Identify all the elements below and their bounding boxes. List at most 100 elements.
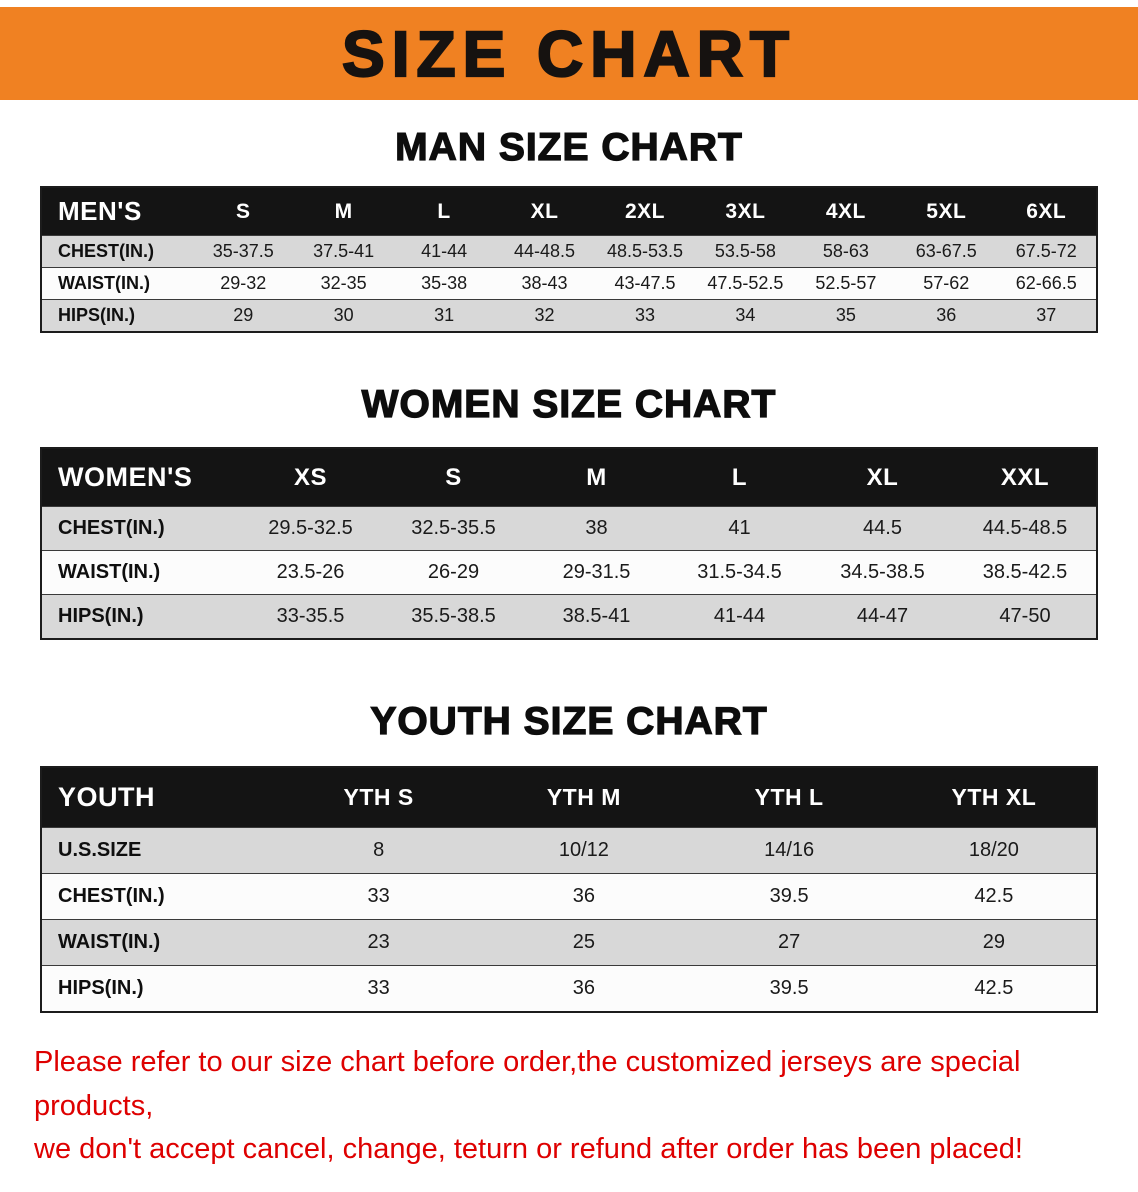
size-value-cell: 32-35 bbox=[320, 273, 367, 293]
size-column-header: XXL bbox=[954, 448, 1097, 507]
man-size-chart-section: MAN SIZE CHART MEN'S S M L XL 2XL 3XL 4XL 5XL 6XL… bbox=[0, 125, 1138, 333]
row-label: WAIST(IN.) bbox=[58, 561, 161, 583]
size-value-cell: 35 bbox=[835, 305, 856, 325]
size-column-header: L bbox=[393, 187, 495, 236]
size-value-cell: 38-43 bbox=[521, 273, 568, 293]
size-value-cell: 38.5-41 bbox=[562, 605, 631, 627]
size-value-cell: 33 bbox=[367, 885, 390, 907]
man-size-chart-heading: MAN SIZE CHART bbox=[395, 125, 743, 169]
disclaimer-line-2: we don't accept cancel, change, teturn o… bbox=[34, 1133, 1023, 1165]
size-value-cell: 57-62 bbox=[923, 273, 970, 293]
size-value-cell: 44.5-48.5 bbox=[982, 517, 1068, 539]
size-column-header: YTH M bbox=[481, 767, 687, 828]
row-label: CHEST(IN.) bbox=[58, 517, 165, 539]
table-category-header: WOMEN'S bbox=[41, 448, 239, 507]
women-size-chart-section: WOMEN SIZE CHART WOMEN'S XS S M L XL XXL CHEST(… bbox=[0, 382, 1138, 640]
table-row: WAIST(IN.) 29-32 32-35 35-38 38-43 43-47.5 47.… bbox=[41, 267, 1097, 300]
size-value-cell: 36 bbox=[572, 977, 595, 999]
size-value-cell: 37.5-41 bbox=[313, 241, 375, 261]
row-label: HIPS(IN.) bbox=[58, 305, 136, 325]
size-column-header: S bbox=[382, 448, 525, 507]
table-row: U.S.SIZE 8 10/12 14/16 18/20 bbox=[41, 827, 1097, 874]
size-column-header: XL bbox=[811, 448, 954, 507]
size-column-header: YTH XL bbox=[891, 767, 1097, 828]
size-value-cell: 33 bbox=[634, 305, 655, 325]
size-column-header: M bbox=[525, 448, 668, 507]
size-value-cell: 58-63 bbox=[822, 241, 869, 261]
table-row: WAIST(IN.) 23 25 27 29 bbox=[41, 919, 1097, 966]
size-value-cell: 38.5-42.5 bbox=[982, 561, 1068, 583]
table-row: HIPS(IN.) 33 36 39.5 42.5 bbox=[41, 965, 1097, 1012]
table-body: CHEST(IN.) 29.5-32.5 32.5-35.5 38 41 44.5 44.5… bbox=[41, 506, 1097, 639]
row-label: HIPS(IN.) bbox=[58, 605, 144, 627]
size-column-header: XL bbox=[494, 187, 595, 236]
size-column-header: M bbox=[293, 187, 394, 236]
table-head: YOUTH YTH S YTH M YTH L YTH XL bbox=[41, 767, 1097, 828]
size-value-cell: 29-31.5 bbox=[562, 561, 631, 583]
size-value-cell: 35.5-38.5 bbox=[411, 605, 496, 627]
title-banner: SIZE CHART bbox=[0, 7, 1138, 100]
page-title: SIZE CHART bbox=[341, 16, 796, 90]
table-row: CHEST(IN.) 29.5-32.5 32.5-35.5 38 41 44.5 44.5… bbox=[41, 506, 1097, 551]
size-value-cell: 47-50 bbox=[999, 605, 1051, 627]
table-head: MEN'S S M L XL 2XL 3XL 4XL 5XL 6XL bbox=[41, 187, 1097, 236]
disclaimer-note: Please refer to our size chart before or… bbox=[34, 1041, 1118, 1172]
size-value-cell: 33 bbox=[367, 977, 390, 999]
size-column-header: YTH S bbox=[276, 767, 482, 828]
size-value-cell: 47.5-52.5 bbox=[707, 273, 784, 293]
row-label: WAIST(IN.) bbox=[58, 273, 150, 293]
size-value-cell: 23.5-26 bbox=[276, 561, 345, 583]
size-column-header: 5XL bbox=[896, 187, 997, 236]
size-value-cell: 34 bbox=[735, 305, 756, 325]
size-column-header: L bbox=[668, 448, 811, 507]
size-value-cell: 29 bbox=[233, 305, 254, 325]
youth-size-table: YOUTH YTH S YTH M YTH L YTH XL U.S.SIZE 8 10/12… bbox=[40, 766, 1098, 1013]
header-row: WOMEN'S XS S M L XL XXL bbox=[41, 448, 1097, 507]
table-row: CHEST(IN.) 35-37.5 37.5-41 41-44 44-48.5 48.5… bbox=[41, 235, 1097, 268]
size-value-cell: 39.5 bbox=[769, 885, 809, 907]
size-value-cell: 41-44 bbox=[713, 605, 766, 627]
table-head: WOMEN'S XS S M L XL XXL bbox=[41, 448, 1097, 507]
size-value-cell: 42.5 bbox=[974, 977, 1014, 999]
size-column-header: 6XL bbox=[996, 187, 1097, 236]
disclaimer-line-1: Please refer to our size chart before or… bbox=[34, 1046, 1021, 1122]
size-value-cell: 18/20 bbox=[968, 839, 1019, 861]
size-value-cell: 44.5 bbox=[863, 517, 902, 539]
size-value-cell: 32 bbox=[534, 305, 555, 325]
size-value-cell: 35-38 bbox=[421, 273, 468, 293]
table-row: HIPS(IN.) 29 30 31 32 33 34 35 36 37 bbox=[41, 299, 1097, 332]
size-value-cell: 29 bbox=[982, 931, 1005, 953]
size-value-cell: 14/16 bbox=[764, 839, 815, 861]
size-column-header: 2XL bbox=[594, 187, 696, 236]
row-label: HIPS(IN.) bbox=[58, 977, 144, 999]
row-label: CHEST(IN.) bbox=[58, 241, 154, 261]
row-label: U.S.SIZE bbox=[58, 839, 142, 861]
size-value-cell: 33-35.5 bbox=[276, 605, 345, 627]
header-row: MEN'S S M L XL 2XL 3XL 4XL 5XL 6XL bbox=[41, 187, 1097, 236]
table-body: U.S.SIZE 8 10/12 14/16 18/20 CHEST(IN.) 33 36 39… bbox=[41, 827, 1097, 1012]
row-label: CHEST(IN.) bbox=[58, 885, 165, 907]
size-value-cell: 43-47.5 bbox=[614, 273, 676, 293]
size-column-header: 4XL bbox=[795, 187, 897, 236]
size-value-cell: 62-66.5 bbox=[1015, 273, 1077, 293]
size-column-header: XS bbox=[239, 448, 382, 507]
men-size-table: MEN'S S M L XL 2XL 3XL 4XL 5XL 6XL CHEST(IN.) 35-37… bbox=[40, 186, 1098, 333]
size-value-cell: 63-67.5 bbox=[915, 241, 977, 261]
size-value-cell: 27 bbox=[778, 931, 801, 953]
size-value-cell: 35-37.5 bbox=[212, 241, 274, 261]
size-value-cell: 37 bbox=[1036, 305, 1057, 325]
size-value-cell: 53.5-58 bbox=[714, 241, 776, 261]
size-value-cell: 34.5-38.5 bbox=[840, 561, 925, 583]
size-value-cell: 30 bbox=[333, 305, 354, 325]
size-value-cell: 39.5 bbox=[769, 977, 809, 999]
row-label: WAIST(IN.) bbox=[58, 931, 161, 953]
size-value-cell: 41-44 bbox=[421, 241, 468, 261]
table-category-header: MEN'S bbox=[41, 187, 193, 236]
size-value-cell: 41 bbox=[728, 517, 751, 539]
table-row: WAIST(IN.) 23.5-26 26-29 29-31.5 31.5-34.5 34… bbox=[41, 550, 1097, 595]
table-body: CHEST(IN.) 35-37.5 37.5-41 41-44 44-48.5 48.5… bbox=[41, 235, 1097, 332]
women-size-chart-heading: WOMEN SIZE CHART bbox=[361, 382, 777, 426]
size-value-cell: 67.5-72 bbox=[1015, 241, 1077, 261]
table-row: CHEST(IN.) 33 36 39.5 42.5 bbox=[41, 873, 1097, 920]
